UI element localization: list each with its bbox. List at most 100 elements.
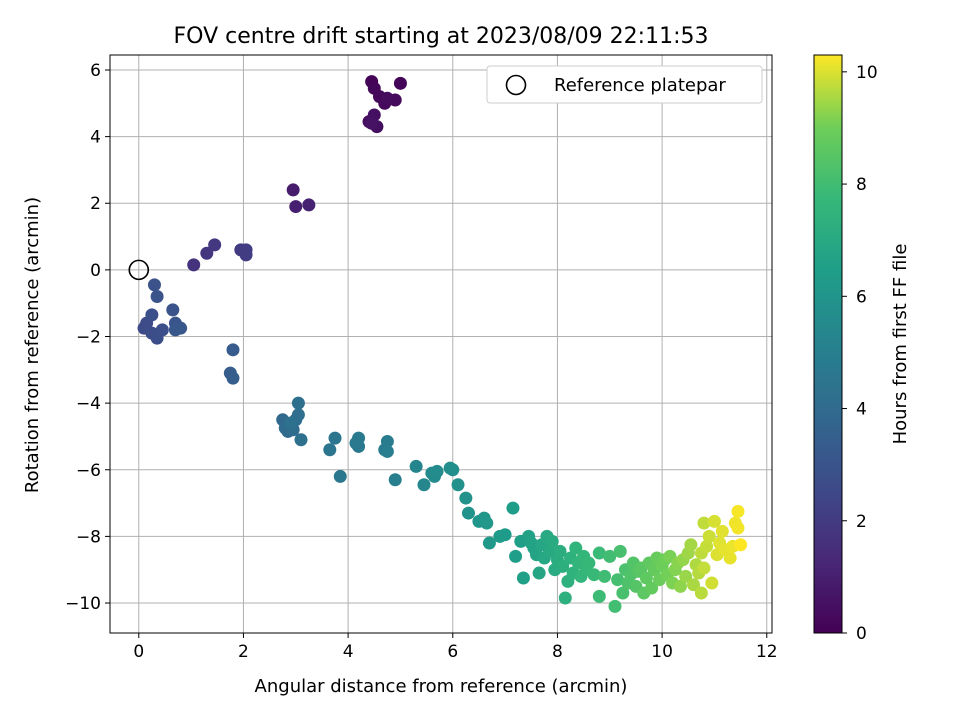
data-point	[556, 559, 570, 573]
data-point	[208, 238, 222, 252]
data-point	[409, 459, 423, 473]
data-point	[226, 371, 240, 385]
data-point	[639, 571, 653, 585]
data-point	[302, 198, 316, 212]
data-point	[731, 521, 745, 535]
data-point	[328, 431, 342, 445]
data-point	[200, 246, 214, 260]
data-point	[582, 556, 596, 570]
y-tick-label: 4	[90, 128, 101, 148]
data-point	[187, 258, 201, 272]
data-point	[700, 539, 714, 553]
colorbar-tick-label: 0	[856, 624, 867, 644]
y-tick-label: −10	[65, 594, 101, 614]
data-point	[393, 76, 407, 90]
data-point	[365, 116, 379, 130]
x-tick-label: 0	[133, 642, 144, 662]
plot-frame	[109, 54, 773, 634]
data-point	[532, 566, 546, 580]
data-point	[147, 278, 161, 292]
y-tick-label: −8	[76, 527, 101, 547]
legend: Reference platepar	[486, 65, 763, 104]
data-point	[294, 433, 308, 447]
data-point	[459, 491, 473, 505]
legend-marker	[505, 74, 527, 96]
data-point	[679, 569, 693, 583]
data-point	[543, 544, 557, 558]
y-tick-label: −4	[76, 394, 101, 414]
data-point	[380, 444, 394, 458]
y-axis-label: Rotation from reference (arcmin)	[22, 197, 43, 493]
data-point	[592, 589, 606, 603]
data-point	[702, 529, 716, 543]
data-point	[239, 248, 253, 262]
data-point	[451, 478, 465, 492]
reference-platepar-marker	[128, 259, 150, 281]
data-point	[592, 546, 606, 560]
data-point	[731, 504, 745, 518]
x-tick-label: 8	[552, 642, 563, 662]
data-point	[333, 469, 347, 483]
x-tick-label: 10	[651, 642, 673, 662]
data-point	[461, 506, 475, 520]
colorbar	[813, 54, 843, 634]
x-tick-label: 12	[756, 642, 778, 662]
data-point	[587, 568, 601, 582]
data-point	[569, 541, 583, 555]
data-point	[705, 576, 719, 590]
data-point	[380, 434, 394, 448]
colorbar-tick-label: 8	[856, 175, 867, 195]
data-point	[506, 501, 520, 515]
chart-title: FOV centre drift starting at 2023/08/09 …	[174, 24, 709, 49]
data-point	[480, 516, 494, 530]
grid-lines	[110, 55, 772, 633]
data-point	[611, 573, 625, 587]
data-point	[598, 569, 612, 583]
data-point	[697, 516, 711, 530]
x-tick-label: 6	[447, 642, 458, 662]
data-point	[694, 586, 708, 600]
data-point	[707, 514, 721, 528]
y-tick-label: 6	[90, 61, 101, 81]
y-tick-label: 0	[90, 261, 101, 281]
data-point	[697, 561, 711, 575]
data-points	[137, 75, 748, 613]
colorbar-tick-label: 6	[856, 287, 867, 307]
data-point	[291, 408, 305, 422]
data-point	[226, 343, 240, 357]
data-point	[734, 538, 748, 552]
data-point	[380, 91, 394, 105]
data-point	[516, 571, 530, 585]
data-point	[291, 396, 305, 410]
data-point	[715, 524, 729, 538]
colorbar-tick-label: 2	[856, 512, 867, 532]
data-point	[145, 308, 159, 322]
data-point	[482, 536, 496, 550]
data-point	[284, 416, 298, 430]
data-point	[352, 431, 366, 445]
y-tick-label: 2	[90, 194, 101, 214]
data-point	[150, 290, 164, 304]
data-point	[687, 578, 701, 592]
data-point	[558, 591, 572, 605]
x-tick-label: 4	[343, 642, 354, 662]
colorbar-tick-label: 4	[856, 400, 867, 420]
x-tick-label: 2	[238, 642, 249, 662]
legend-label: Reference platepar	[554, 75, 726, 96]
x-axis-label: Angular distance from reference (arcmin)	[255, 676, 628, 697]
x-axis-ticks: 0 2 4 6 8 10 12	[133, 633, 778, 662]
data-point	[166, 303, 180, 317]
data-point	[723, 551, 737, 565]
data-point	[430, 464, 444, 478]
colorbar-label: Hours from first FF file	[890, 244, 911, 445]
y-tick-label: −2	[76, 328, 101, 348]
data-point	[613, 544, 627, 558]
legend-box	[486, 65, 763, 104]
data-point	[509, 549, 523, 563]
data-point	[417, 478, 431, 492]
data-point	[289, 200, 303, 214]
data-point	[603, 549, 617, 563]
data-point	[388, 473, 402, 487]
data-point	[155, 323, 169, 337]
data-point	[553, 544, 567, 558]
